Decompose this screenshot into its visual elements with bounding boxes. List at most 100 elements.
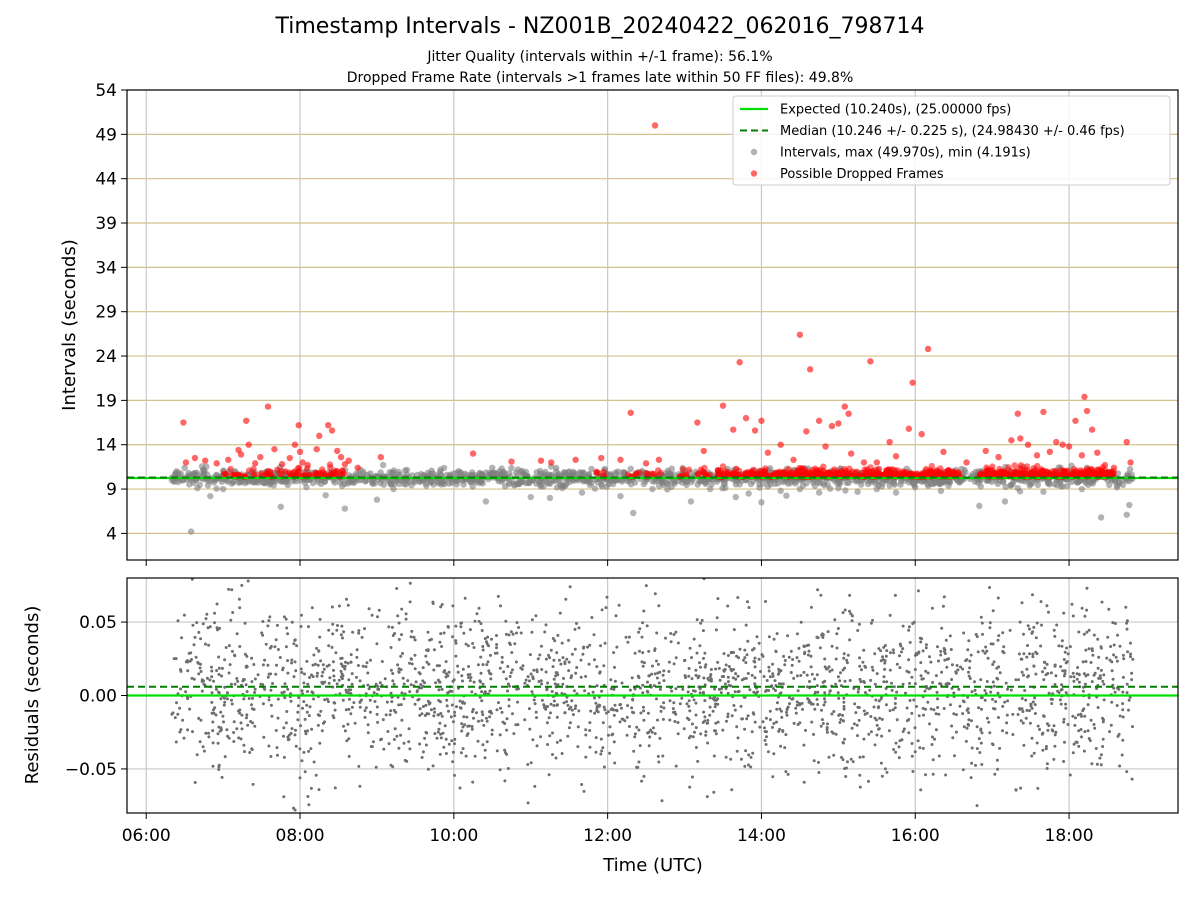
residual-point: [453, 710, 457, 714]
residual-point: [317, 788, 321, 792]
residual-point: [392, 682, 396, 686]
residual-point: [1089, 718, 1093, 722]
residual-point: [966, 707, 970, 711]
residual-point: [615, 709, 619, 713]
interval-point: [927, 480, 935, 488]
residual-point: [600, 689, 604, 693]
residual-point: [465, 715, 469, 719]
residual-point: [1097, 676, 1101, 680]
dropped-frame-point: [803, 428, 810, 435]
residual-point: [893, 593, 897, 597]
residual-point: [927, 687, 931, 691]
residual-point: [851, 760, 855, 764]
residual-point: [931, 772, 935, 776]
residual-point: [875, 733, 879, 737]
interval-point: [671, 478, 678, 485]
residual-point: [1043, 666, 1047, 670]
residual-point: [316, 671, 319, 675]
residual-point: [397, 667, 401, 671]
residual-point: [1125, 619, 1129, 623]
residual-point: [917, 714, 921, 718]
residual-point: [344, 660, 347, 664]
interval-point: [687, 498, 695, 505]
dropped-frame-point: [877, 470, 884, 478]
residual-point: [601, 746, 605, 750]
residual-point: [683, 659, 686, 663]
residual-point: [269, 755, 273, 758]
residual-point: [657, 604, 661, 608]
residual-point: [459, 706, 463, 710]
dropped-frame-point: [617, 456, 624, 463]
residual-point: [952, 691, 956, 695]
residual-point: [353, 721, 357, 725]
residual-point: [635, 725, 639, 729]
residual-point: [1016, 713, 1020, 716]
residual-point: [912, 698, 916, 702]
interval-point: [440, 464, 448, 472]
residual-point: [825, 730, 829, 734]
residual-point: [1095, 687, 1099, 690]
residual-point: [500, 710, 504, 714]
residual-point: [547, 773, 551, 777]
residual-point: [563, 711, 567, 715]
residual-point: [300, 671, 304, 674]
interval-point: [241, 479, 249, 487]
residual-point: [1063, 650, 1067, 654]
residual-point: [921, 649, 925, 653]
residual-point: [893, 706, 897, 710]
residual-point: [845, 658, 849, 662]
residual-point: [1041, 748, 1045, 752]
residual-point: [823, 697, 826, 701]
residual-point: [331, 660, 335, 664]
dropped-frame-point: [469, 450, 477, 457]
residual-point: [924, 643, 928, 647]
residual-point: [433, 710, 437, 714]
interval-point: [553, 464, 560, 472]
residual-point: [396, 663, 400, 667]
residual-point: [1127, 698, 1131, 702]
residual-point: [674, 630, 678, 634]
residual-point: [305, 703, 309, 707]
residual-point: [559, 739, 562, 742]
residual-point: [197, 672, 201, 676]
residual-point: [426, 630, 430, 634]
residual-point: [528, 653, 532, 657]
residual-point: [897, 745, 901, 749]
residual-point: [495, 651, 499, 655]
dropped-frame-point: [764, 449, 772, 456]
residual-point: [724, 663, 728, 667]
residual-point: [296, 704, 300, 708]
residual-point: [1098, 674, 1102, 678]
residual-point: [1025, 667, 1029, 671]
residual-point: [764, 743, 768, 746]
residual-point: [1030, 631, 1034, 635]
residual-point: [495, 634, 498, 637]
dropped-frame-point: [883, 469, 891, 476]
residual-point: [733, 708, 737, 712]
residual-point: [1017, 652, 1021, 656]
residual-point: [1006, 687, 1009, 691]
dropped-frame-point: [264, 403, 272, 410]
residual-point: [328, 676, 332, 680]
interval-point: [395, 468, 402, 476]
residual-point: [857, 622, 861, 626]
interval-point: [514, 466, 522, 473]
residual-point: [957, 687, 961, 691]
residual-point: [540, 698, 544, 702]
residual-point: [1062, 674, 1066, 678]
residual-point: [841, 719, 845, 723]
residual-point: [964, 659, 968, 663]
residual-point: [506, 682, 510, 686]
residual-point: [400, 691, 404, 695]
residual-point: [646, 680, 649, 684]
residual-point: [499, 706, 502, 710]
residual-point: [548, 734, 552, 738]
residual-point: [1060, 639, 1064, 643]
residual-point: [731, 676, 735, 680]
residual-point: [797, 702, 801, 705]
residual-point: [554, 674, 558, 678]
residual-point: [228, 663, 232, 667]
residual-point: [487, 669, 491, 673]
residual-point: [418, 707, 422, 711]
interval-point: [732, 493, 740, 501]
